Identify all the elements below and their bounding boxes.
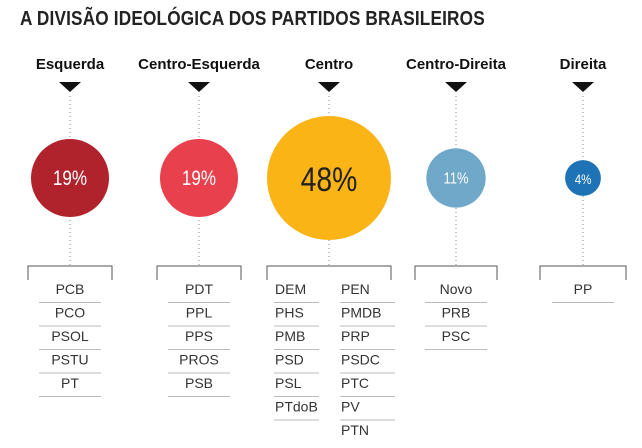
party-bracket [27, 265, 113, 280]
party-name: PSD [275, 352, 304, 368]
party-name: PPL [186, 305, 213, 321]
party-name: PSDC [341, 352, 380, 368]
party-name: PV [341, 399, 360, 415]
party-name: PSC [442, 328, 471, 344]
party-name: PTC [341, 375, 369, 391]
party-name: PCB [56, 281, 85, 297]
party-bracket [539, 265, 627, 280]
percentage-label: 48% [301, 159, 358, 198]
party-name: PSOL [51, 328, 89, 344]
party-bracket [156, 265, 242, 280]
category-label: Esquerda [36, 56, 105, 73]
party-bracket [266, 265, 392, 280]
party-name: PROS [179, 352, 219, 368]
percentage-label: 4% [575, 171, 592, 187]
party-name: PEN [341, 281, 370, 297]
party-name: PT [61, 375, 79, 391]
party-name: PMDB [341, 305, 381, 321]
arrow-marker [188, 82, 210, 92]
category-label: Centro-Direita [406, 56, 507, 73]
party-name: PPS [185, 328, 213, 344]
arrow-marker [445, 82, 467, 92]
percentage-label: 19% [182, 168, 216, 191]
party-name: PTdoB [275, 399, 318, 415]
party-name: PCO [55, 305, 85, 321]
chart-title: A DIVISÃO IDEOLÓGICA DOS PARTIDOS BRASIL… [20, 8, 485, 30]
percentage-label: 11% [444, 170, 469, 187]
bubble-esquerda [30, 138, 110, 218]
party-name: PSL [275, 375, 302, 391]
party-name: PTN [341, 422, 369, 438]
party-name: PSTU [51, 352, 88, 368]
party-name: PRP [341, 328, 370, 344]
arrow-marker [318, 82, 340, 92]
party-name: PP [574, 281, 593, 297]
party-name: PDT [185, 281, 213, 297]
party-name: DEM [275, 281, 306, 297]
party-name: PSB [185, 375, 213, 391]
category-label: Direita [560, 56, 607, 73]
bubble-centro-direita [426, 148, 486, 208]
party-name: PHS [275, 305, 304, 321]
bubble-centro [267, 116, 391, 240]
category-label: Centro [305, 56, 353, 73]
arrow-marker [59, 82, 81, 92]
party-bracket [414, 265, 498, 280]
arrow-marker [572, 82, 594, 92]
party-name: PMB [275, 328, 305, 344]
category-label: Centro-Esquerda [138, 56, 260, 73]
bubble-direita [565, 160, 601, 196]
bubble-centro-esquerda [159, 138, 239, 218]
party-name: PRB [442, 305, 471, 321]
percentage-label: 19% [53, 168, 87, 191]
party-name: Novo [440, 281, 473, 297]
